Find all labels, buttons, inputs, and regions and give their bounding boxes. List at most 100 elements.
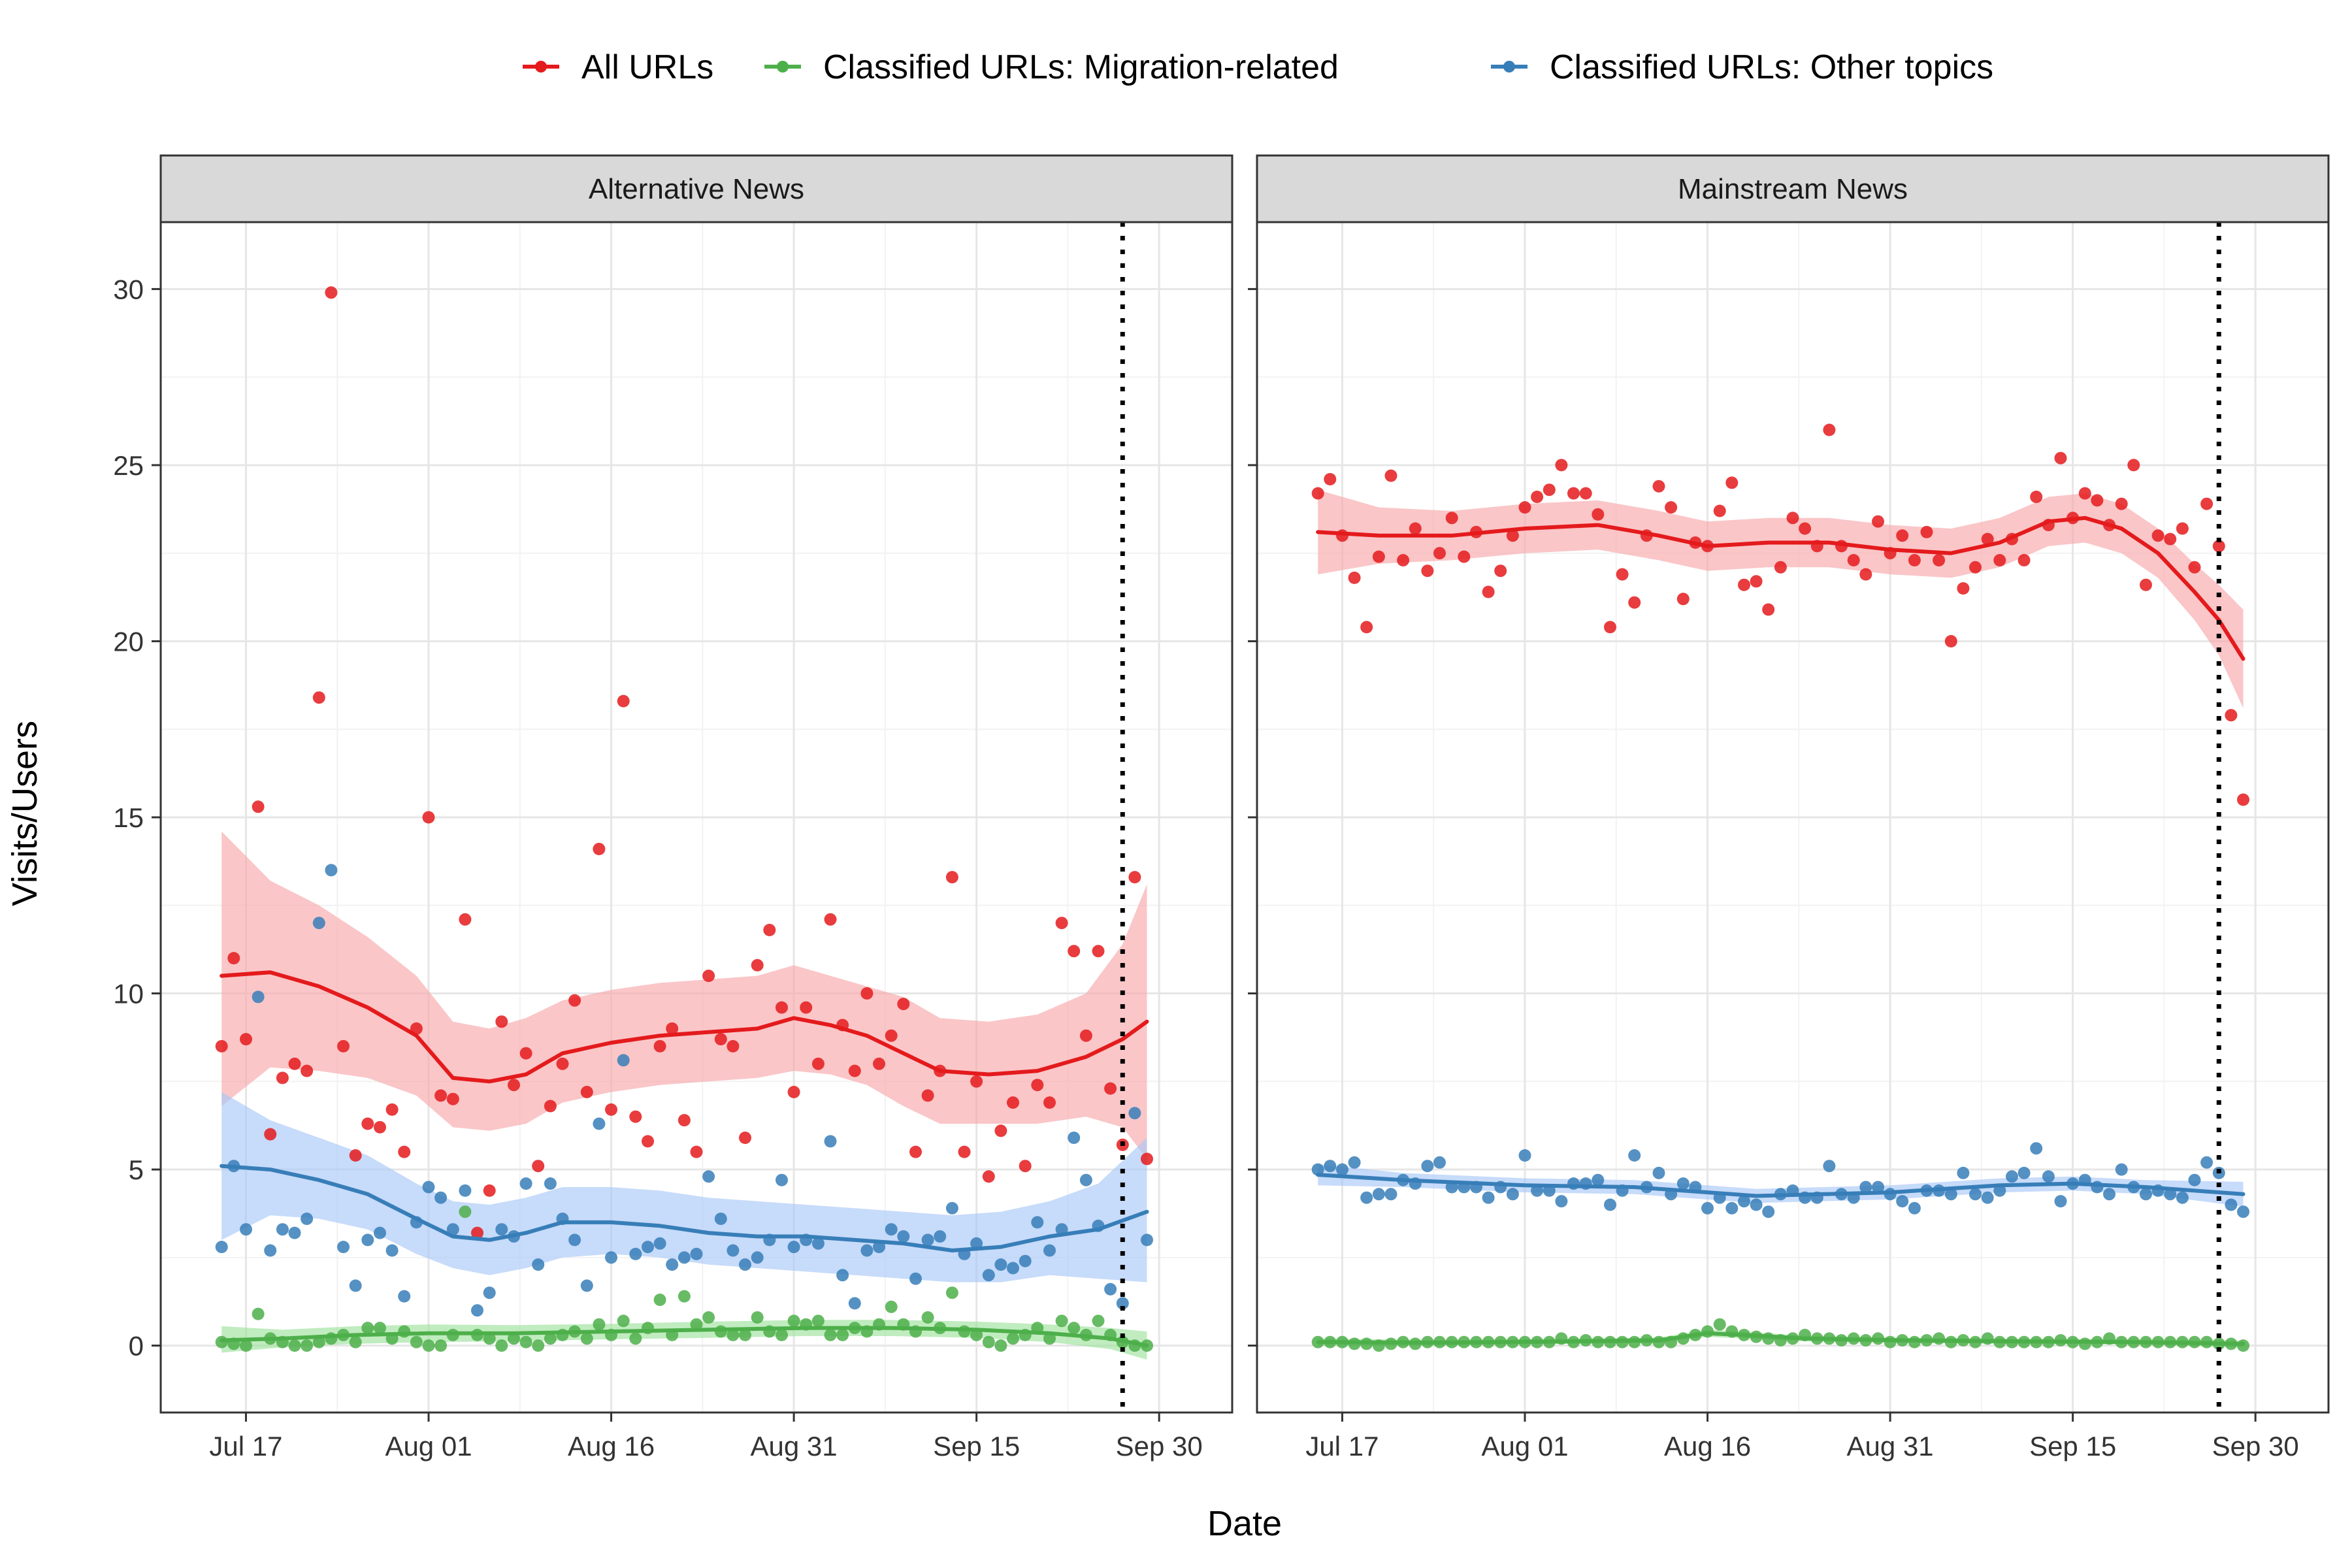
data-point (1847, 554, 1860, 566)
data-point (301, 1064, 314, 1077)
data-point (2103, 1188, 2115, 1201)
x-tick-label: Aug 01 (1481, 1431, 1568, 1462)
x-tick-label: Aug 16 (568, 1431, 655, 1462)
data-point (240, 1339, 252, 1352)
data-point (727, 1039, 740, 1053)
data-point (1506, 1188, 1519, 1201)
data-point (1531, 491, 1544, 503)
data-layer (1311, 423, 2249, 1352)
data-point (483, 1184, 496, 1197)
data-point (568, 994, 581, 1007)
data-point (252, 990, 265, 1004)
data-point (629, 1247, 642, 1260)
data-point (1031, 1216, 1044, 1229)
data-point (398, 1290, 411, 1303)
facet-title: Alternative News (589, 173, 804, 205)
data-point (593, 1318, 606, 1331)
data-point (471, 1304, 483, 1317)
data-point (1079, 1173, 1092, 1186)
data-point (2054, 451, 2067, 465)
data-point (1738, 1195, 1750, 1208)
data-point (1007, 1332, 1019, 1345)
data-point (2200, 1156, 2213, 1169)
data-point (312, 917, 325, 930)
data-point (264, 1244, 277, 1257)
data-point (1859, 1181, 1872, 1194)
data-point (1007, 1096, 1019, 1109)
y-tick-label: 5 (129, 1154, 144, 1185)
data-point (1092, 945, 1105, 958)
data-point (800, 1001, 813, 1014)
data-point (1774, 561, 1787, 574)
x-tick-label: Sep 15 (933, 1431, 1020, 1462)
data-point (215, 1039, 228, 1053)
data-point (776, 1173, 788, 1186)
data-point (410, 1335, 423, 1348)
data-point (483, 1286, 496, 1299)
data-point (1433, 1156, 1446, 1169)
data-point (2225, 1198, 2238, 1211)
data-point (982, 1170, 995, 1183)
data-point (1384, 1188, 1397, 1201)
data-point (508, 1079, 520, 1092)
data-point (739, 1132, 751, 1144)
data-point (593, 843, 606, 855)
data-point (934, 1230, 947, 1243)
data-point (787, 1086, 800, 1098)
data-point (617, 694, 630, 708)
data-point (2127, 459, 2140, 472)
data-point (2078, 487, 2091, 500)
data-point (678, 1114, 691, 1127)
data-point (776, 1001, 788, 1014)
data-point (1713, 504, 1726, 517)
data-point (885, 1029, 898, 1042)
data-point (2006, 1170, 2018, 1183)
data-point (885, 1300, 898, 1313)
data-point (1518, 501, 1531, 514)
data-point (653, 1039, 666, 1053)
data-point (1616, 568, 1629, 581)
data-point (994, 1258, 1007, 1271)
data-point (1969, 1188, 1982, 1201)
data-point (1750, 1198, 1763, 1211)
data-point (1372, 550, 1385, 563)
facet-panel: Alternative News Jul 17 Aug 01 Aug 16 Aug 31… (113, 154, 1233, 1462)
data-point (702, 1170, 715, 1183)
data-point (1944, 1188, 1957, 1201)
data-point (1859, 568, 1872, 581)
data-point (994, 1339, 1007, 1352)
data-point (288, 1226, 301, 1239)
legend-key-point (535, 61, 547, 73)
data-point (811, 1237, 825, 1250)
data-point (1506, 529, 1519, 542)
data-point (1933, 554, 1946, 566)
x-axis: Jul 17 Aug 01 Aug 16 Aug 31 Sep 15 Sep 30 (209, 1413, 1203, 1462)
data-point (824, 1135, 837, 1148)
x-tick-label: Jul 17 (1305, 1431, 1379, 1462)
data-point (1421, 564, 1434, 578)
data-point (2078, 1337, 2091, 1350)
data-point (897, 998, 910, 1011)
data-point (751, 958, 764, 972)
x-tick-label: Aug 01 (385, 1431, 472, 1462)
data-point (642, 1241, 654, 1254)
data-point (519, 1177, 532, 1190)
data-point (1068, 945, 1081, 958)
data-point (1908, 1201, 1921, 1215)
data-point (544, 1332, 557, 1345)
data-point (629, 1332, 642, 1345)
data-point (1750, 575, 1763, 588)
data-point (1116, 1297, 1129, 1310)
panels: Alternative News Jul 17 Aug 01 Aug 16 Aug 31… (113, 154, 2330, 1462)
data-point (519, 1335, 532, 1348)
data-point (1055, 1315, 1068, 1328)
data-point (1518, 1149, 1531, 1162)
data-point (2176, 522, 2189, 535)
data-point (580, 1279, 593, 1292)
data-point (1348, 1156, 1361, 1169)
data-point (958, 1145, 971, 1158)
data-point (751, 1311, 764, 1324)
data-point (1725, 1201, 1739, 1215)
data-point (1676, 593, 1690, 606)
data-point (1920, 525, 1933, 538)
